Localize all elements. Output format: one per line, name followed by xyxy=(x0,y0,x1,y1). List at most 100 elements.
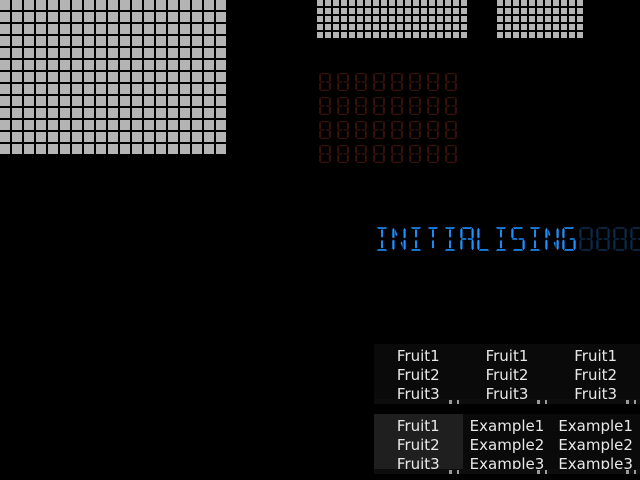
matrix-cell[interactable] xyxy=(12,132,22,142)
matrix-cell[interactable] xyxy=(48,96,58,106)
fruit-table-upper-column-1[interactable]: Fruit1 Fruit2 Fruit3 xyxy=(374,344,463,404)
matrix-cell[interactable] xyxy=(72,96,82,106)
matrix-cell[interactable] xyxy=(156,108,166,118)
matrix-cell[interactable] xyxy=(349,0,355,6)
matrix-cell[interactable] xyxy=(120,120,130,130)
matrix-cell[interactable] xyxy=(132,36,142,46)
matrix-cell[interactable] xyxy=(216,96,226,106)
matrix-cell[interactable] xyxy=(156,36,166,46)
matrix-cell[interactable] xyxy=(453,0,459,6)
seven-segment-digit[interactable] xyxy=(444,96,458,116)
matrix-cell[interactable] xyxy=(577,24,583,30)
matrix-cell[interactable] xyxy=(120,24,130,34)
matrix-cell[interactable] xyxy=(108,120,118,130)
matrix-cell[interactable] xyxy=(60,36,70,46)
dot-matrix-display-large[interactable] xyxy=(0,0,226,154)
matrix-cell[interactable] xyxy=(120,48,130,58)
matrix-cell[interactable] xyxy=(60,108,70,118)
matrix-cell[interactable] xyxy=(120,96,130,106)
matrix-cell[interactable] xyxy=(120,132,130,142)
status-display-char[interactable] xyxy=(442,226,458,252)
matrix-cell[interactable] xyxy=(365,24,371,30)
matrix-cell[interactable] xyxy=(12,12,22,22)
matrix-cell[interactable] xyxy=(497,32,503,38)
matrix-cell[interactable] xyxy=(60,24,70,34)
matrix-cell[interactable] xyxy=(216,108,226,118)
matrix-cell[interactable] xyxy=(180,84,190,94)
matrix-cell[interactable] xyxy=(168,72,178,82)
matrix-cell[interactable] xyxy=(96,60,106,70)
matrix-cell[interactable] xyxy=(445,16,451,22)
matrix-cell[interactable] xyxy=(24,84,34,94)
scrollbar-thumb[interactable] xyxy=(448,470,452,474)
matrix-cell[interactable] xyxy=(60,96,70,106)
status-display-char[interactable] xyxy=(425,226,441,252)
list-item[interactable]: Fruit2 xyxy=(396,436,440,454)
matrix-cell[interactable] xyxy=(132,24,142,34)
matrix-cell[interactable] xyxy=(180,0,190,10)
matrix-cell[interactable] xyxy=(521,0,527,6)
matrix-cell[interactable] xyxy=(0,48,10,58)
matrix-cell[interactable] xyxy=(132,12,142,22)
matrix-cell[interactable] xyxy=(72,84,82,94)
matrix-cell[interactable] xyxy=(36,72,46,82)
matrix-cell[interactable] xyxy=(84,144,94,154)
matrix-cell[interactable] xyxy=(60,132,70,142)
matrix-cell[interactable] xyxy=(204,84,214,94)
matrix-cell[interactable] xyxy=(381,0,387,6)
matrix-cell[interactable] xyxy=(156,24,166,34)
matrix-cell[interactable] xyxy=(12,120,22,130)
matrix-cell[interactable] xyxy=(156,120,166,130)
matrix-cell[interactable] xyxy=(168,60,178,70)
matrix-cell[interactable] xyxy=(108,96,118,106)
matrix-cell[interactable] xyxy=(180,108,190,118)
matrix-cell[interactable] xyxy=(381,16,387,22)
matrix-cell[interactable] xyxy=(445,8,451,14)
matrix-cell[interactable] xyxy=(553,32,559,38)
matrix-cell[interactable] xyxy=(192,0,202,10)
matrix-cell[interactable] xyxy=(84,108,94,118)
matrix-cell[interactable] xyxy=(461,16,467,22)
matrix-cell[interactable] xyxy=(421,24,427,30)
matrix-cell[interactable] xyxy=(24,12,34,22)
matrix-cell[interactable] xyxy=(24,144,34,154)
seven-segment-digit[interactable] xyxy=(390,144,404,164)
matrix-cell[interactable] xyxy=(453,24,459,30)
matrix-cell[interactable] xyxy=(317,0,323,6)
list-item[interactable]: Fruit3 xyxy=(396,455,440,473)
matrix-cell[interactable] xyxy=(192,120,202,130)
matrix-cell[interactable] xyxy=(12,72,22,82)
matrix-cell[interactable] xyxy=(513,24,519,30)
matrix-cell[interactable] xyxy=(497,8,503,14)
matrix-cell[interactable] xyxy=(389,0,395,6)
matrix-cell[interactable] xyxy=(96,24,106,34)
matrix-cell[interactable] xyxy=(545,32,551,38)
matrix-cell[interactable] xyxy=(144,24,154,34)
fruit-table-upper-column-3[interactable]: Fruit1 Fruit2 Fruit3 xyxy=(551,344,640,404)
matrix-cell[interactable] xyxy=(461,32,467,38)
matrix-cell[interactable] xyxy=(156,48,166,58)
matrix-cell[interactable] xyxy=(36,36,46,46)
matrix-cell[interactable] xyxy=(437,32,443,38)
matrix-cell[interactable] xyxy=(545,0,551,6)
matrix-cell[interactable] xyxy=(180,120,190,130)
matrix-cell[interactable] xyxy=(325,32,331,38)
matrix-cell[interactable] xyxy=(84,24,94,34)
seven-segment-digit[interactable] xyxy=(354,96,368,116)
matrix-cell[interactable] xyxy=(553,8,559,14)
matrix-cell[interactable] xyxy=(545,8,551,14)
list-item[interactable]: Fruit1 xyxy=(485,347,529,365)
matrix-cell[interactable] xyxy=(96,96,106,106)
matrix-cell[interactable] xyxy=(144,72,154,82)
matrix-cell[interactable] xyxy=(72,108,82,118)
matrix-cell[interactable] xyxy=(12,24,22,34)
status-display-char[interactable] xyxy=(408,226,424,252)
matrix-cell[interactable] xyxy=(156,144,166,154)
matrix-cell[interactable] xyxy=(84,96,94,106)
matrix-cell[interactable] xyxy=(365,0,371,6)
matrix-cell[interactable] xyxy=(421,8,427,14)
matrix-cell[interactable] xyxy=(333,24,339,30)
matrix-cell[interactable] xyxy=(192,144,202,154)
matrix-cell[interactable] xyxy=(48,108,58,118)
matrix-cell[interactable] xyxy=(553,0,559,6)
